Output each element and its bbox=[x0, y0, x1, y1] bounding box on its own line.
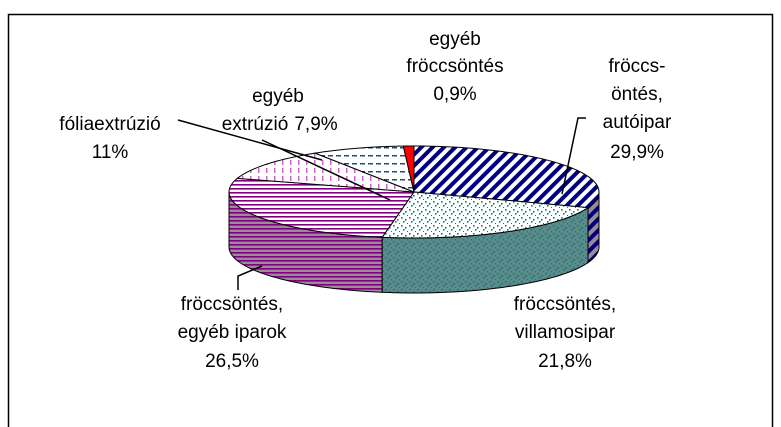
category-label: egyéb fröccsöntés bbox=[406, 29, 503, 77]
slice bbox=[402, 145, 415, 193]
slice bbox=[313, 145, 415, 193]
value-label: 26,5% bbox=[205, 351, 259, 372]
category-label: egyéb extrúzió bbox=[222, 86, 304, 135]
value-label: 11% bbox=[92, 142, 129, 163]
value-label: 7,9% bbox=[294, 114, 337, 135]
chart-frame bbox=[7, 13, 774, 427]
category-label: fóliaextrúzió bbox=[59, 114, 160, 135]
slice bbox=[413, 145, 600, 209]
slice bbox=[236, 152, 415, 193]
value-label: 21,8% bbox=[538, 351, 592, 372]
value-label: 0,9% bbox=[433, 84, 476, 105]
leader-line bbox=[177, 119, 323, 161]
leader-line bbox=[561, 117, 586, 195]
category-label: fröccs-öntés, autóipar bbox=[603, 56, 672, 133]
category-label: fröccsöntés, egyéb iparok bbox=[178, 294, 287, 343]
leader-line bbox=[261, 139, 391, 201]
category-label: fröccsöntés, villamosipar bbox=[514, 294, 616, 343]
leader-line bbox=[237, 265, 263, 290]
value-label: 29,9% bbox=[610, 142, 664, 163]
slice bbox=[381, 191, 590, 239]
slice bbox=[228, 177, 415, 238]
